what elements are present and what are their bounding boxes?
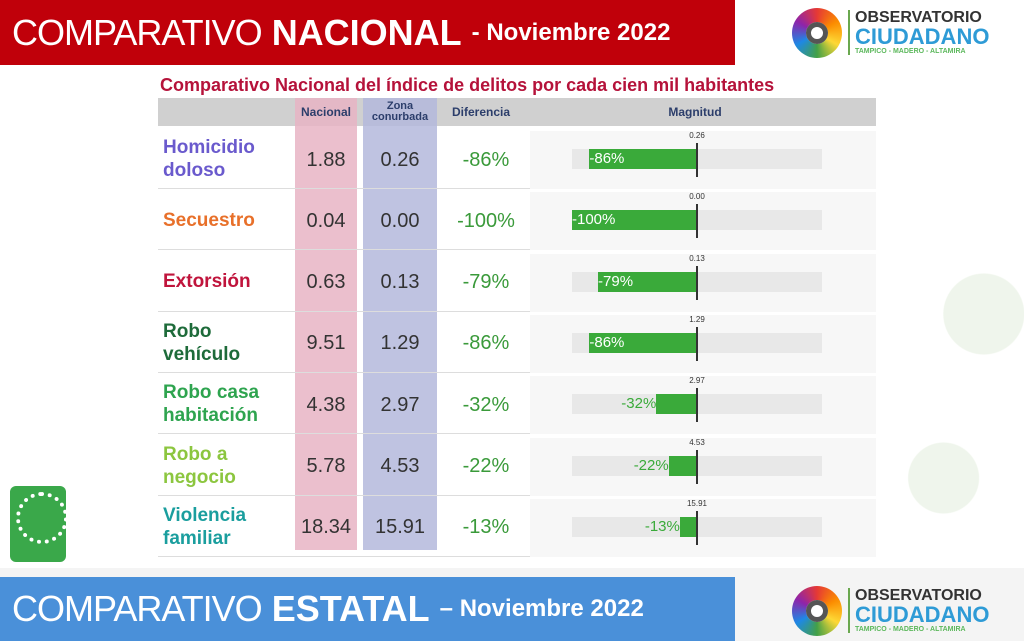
table-row: Robo vehículo 9.51 1.29 -86% -86% 1.29 — [158, 314, 876, 373]
bar-label: -13% — [644, 517, 680, 535]
reference-value: 0.00 — [689, 192, 705, 202]
slide: COMPARATIVO NACIONAL - Noviembre 2022 OB… — [0, 0, 1024, 568]
nacional-column-bg — [295, 98, 357, 550]
header-title-suffix: - Noviembre 2022 — [471, 18, 671, 46]
logo-line3: TAMPICO - MADERO - ALTAMIRA — [855, 48, 966, 55]
table-row: Robo casa habitación 4.38 2.97 -32% -32%… — [158, 376, 876, 435]
background-decoration — [890, 150, 1024, 560]
header-title-light: COMPARATIVO — [12, 11, 263, 53]
logo-mark-icon — [792, 585, 842, 636]
magnitud-cell: -86% 0.26 — [530, 131, 876, 189]
nacional-value: 0.63 — [306, 271, 346, 294]
diferencia-value: -86% — [462, 332, 510, 355]
bar-label: -100% — [572, 211, 616, 229]
magnitude-bar: -32% — [621, 394, 696, 415]
zona-value: 0.00 — [380, 209, 420, 232]
diferencia-value: -22% — [462, 455, 510, 477]
logo-line2: CIUDADANO — [855, 24, 990, 49]
magnitude-bar: -22% — [634, 455, 696, 476]
magnitude-bar: -79% — [598, 271, 696, 292]
header-nacional: Nacional — [300, 105, 351, 119]
nacional-value: 18.34 — [300, 516, 352, 539]
reference-value: 0.26 — [689, 131, 705, 140]
reference-value: 2.97 — [689, 376, 705, 386]
crime-label: Secuestro — [163, 209, 255, 231]
reference-value: 15.91 — [686, 498, 708, 508]
crime-label: Robo casa habitación — [163, 382, 260, 427]
diferencia-value: -79% — [462, 271, 510, 294]
reference-axis — [696, 204, 698, 239]
diferencia-value: -86% — [462, 148, 510, 171]
logo-line2: CIUDADANO — [855, 602, 990, 627]
table-row: Robo a negocio 5.78 4.53 -22% -22% 4.53 — [158, 437, 876, 496]
next-slide-banner: COMPARATIVO ESTATAL – Noviembre 2022 — [0, 577, 735, 641]
logo-line1: OBSERVATORIO — [855, 9, 982, 26]
bar-label: -86% — [589, 333, 625, 351]
table-header — [158, 98, 876, 126]
footer-title-suffix: – Noviembre 2022 — [439, 595, 644, 622]
zona-value: 2.97 — [380, 393, 420, 416]
magnitud-cell: -100% 0.00 — [530, 192, 876, 251]
table-row: Violencia familiar 18.34 15.91 -13% -13%… — [158, 498, 876, 557]
reference-value: 1.29 — [689, 314, 705, 324]
header-title-bold: NACIONAL — [271, 11, 462, 53]
diferencia-value: -13% — [462, 516, 510, 539]
table-row: Secuestro 0.04 0.00 -100% -100% 0.00 — [158, 192, 876, 251]
nacional-value: 4.38 — [306, 393, 346, 416]
magnitude-bar: -100% — [572, 210, 696, 231]
header-magnitud: Magnitud — [668, 105, 722, 119]
observatorio-logo-footer: OBSERVATORIO CIUDADANO TAMPICO - MADERO … — [792, 583, 1002, 638]
footer-title-bold: ESTATAL — [271, 588, 430, 629]
logo-line3: TAMPICO - MADERO - ALTAMIRA — [855, 626, 966, 633]
reference-axis — [696, 143, 698, 177]
magnitud-cell: -32% 2.97 — [530, 376, 876, 435]
magnitud-cell: -22% 4.53 — [530, 437, 876, 496]
reference-axis — [696, 449, 698, 484]
bar-label: -79% — [598, 272, 634, 290]
header-zona: Zona conurbada — [371, 100, 429, 123]
zona-value: 0.26 — [380, 148, 420, 171]
reference-axis — [696, 510, 698, 545]
table-row: Extorsión 0.63 0.13 -79% -79% 0.13 — [158, 253, 876, 312]
reference-value: 4.53 — [689, 437, 705, 447]
nacional-value: 5.78 — [306, 455, 346, 477]
crime-label: Robo vehículo — [163, 321, 241, 365]
reference-axis — [696, 388, 698, 423]
magnitude-bar: -86% — [589, 332, 696, 353]
diferencia-value: -32% — [462, 393, 510, 416]
logo-line1: OBSERVATORIO — [855, 587, 982, 604]
diferencia-value: -100% — [457, 209, 515, 232]
footer-title-light: COMPARATIVO — [12, 588, 263, 629]
crime-label: Robo a negocio — [163, 443, 236, 488]
reference-axis — [696, 265, 698, 300]
zona-value: 4.53 — [380, 455, 420, 477]
magnitud-cell: -13% 15.91 — [530, 498, 876, 557]
table-row: Homicidio doloso 1.88 0.26 -86% -86% 0.2… — [158, 131, 876, 189]
bar-label: -22% — [633, 456, 669, 474]
zona-value: 1.29 — [380, 332, 420, 355]
reference-value: 0.13 — [689, 253, 705, 263]
zona-value: 0.13 — [380, 271, 420, 294]
magnitud-cell: -86% 1.29 — [530, 314, 876, 373]
reference-axis — [696, 326, 698, 361]
crime-label: Violencia familiar — [163, 505, 247, 549]
magnitude-bar: -13% — [645, 516, 696, 537]
nacional-value: 9.51 — [306, 332, 346, 355]
observatorio-logo: OBSERVATORIO CIUDADANO TAMPICO - MADERO … — [792, 5, 1002, 60]
crime-label: Homicidio doloso — [163, 137, 255, 181]
zona-value: 15.91 — [374, 516, 426, 539]
nacional-value: 1.88 — [306, 148, 346, 171]
header-diferencia: Diferencia — [451, 105, 511, 119]
bar-label: -32% — [621, 395, 657, 413]
magnitude-bar: -86% — [589, 149, 696, 169]
header-banner: COMPARATIVO NACIONAL - Noviembre 2022 — [0, 0, 735, 65]
crime-label: Extorsión — [163, 271, 251, 293]
logo-mark-icon — [792, 7, 842, 58]
bar-label: -86% — [589, 150, 625, 167]
nacional-value: 0.04 — [306, 209, 346, 232]
zona-column-bg — [363, 98, 437, 550]
table-title: Comparativo Nacional del índice de delit… — [160, 75, 775, 95]
app-icon — [10, 486, 68, 562]
magnitud-cell: -79% 0.13 — [530, 253, 876, 312]
